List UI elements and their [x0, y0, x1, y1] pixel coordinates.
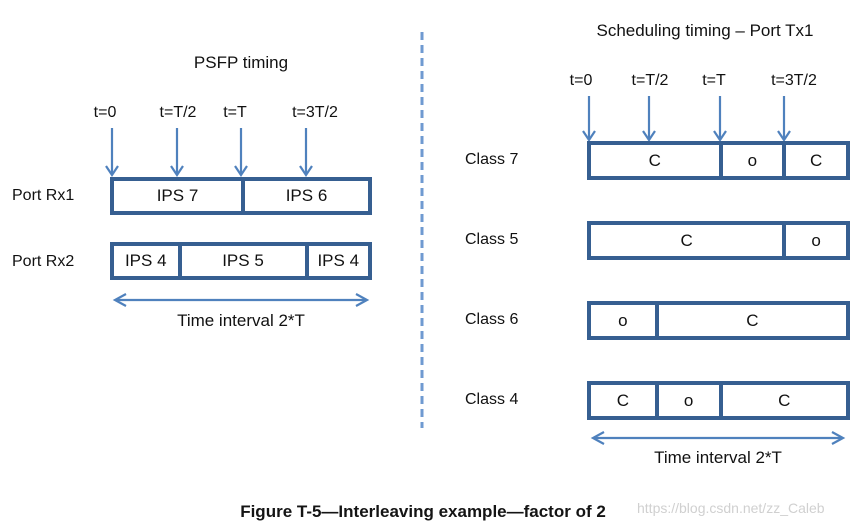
port-rx1-timeline: IPS 7 IPS 6	[110, 177, 372, 215]
timeline-cell: IPS 4	[304, 246, 369, 276]
cell-label: IPS 4	[317, 251, 360, 270]
time-arrow-down-icon	[642, 96, 656, 142]
time-label-t: t=T	[223, 104, 247, 121]
class6-timeline: o C	[587, 301, 850, 340]
timeline-cell: IPS 5	[177, 246, 305, 276]
time-arrow-down-icon	[582, 96, 596, 142]
cell-label: IPS 4	[124, 251, 167, 270]
figure-caption: Figure T-5—Interleaving example—factor o…	[240, 502, 606, 521]
scheduling-timing-title: Scheduling timing – Port Tx1	[596, 21, 814, 40]
time-arrow-down-icon	[105, 128, 119, 177]
timeline-cell: C	[591, 145, 719, 176]
time-arrow-down-icon	[170, 128, 184, 177]
cell-label: o	[747, 150, 758, 170]
timeline-cell: o	[782, 225, 846, 256]
left-interval-label: Time interval 2*T	[177, 311, 305, 330]
class7-timeline: C o C	[587, 141, 850, 180]
timeline-cell: o	[591, 305, 655, 336]
psfp-timing-title: PSFP timing	[193, 53, 289, 72]
cell-label: C	[680, 230, 693, 250]
timeline-cell: IPS 4	[114, 246, 178, 276]
time-label-3t-half: t=3T/2	[771, 72, 817, 89]
time-arrow-down-icon	[713, 96, 727, 142]
time-label-t0: t=0	[93, 104, 117, 121]
timeline-cell: C	[782, 145, 846, 176]
class5-label: Class 5	[465, 231, 519, 248]
timeline-cell: o	[718, 145, 783, 176]
watermark-text: https://blog.csdn.net/zz_Caleb	[637, 500, 825, 516]
class4-label: Class 4	[465, 391, 519, 408]
timeline-cell: C	[718, 385, 847, 416]
class6-label: Class 6	[465, 311, 519, 328]
class7-label: Class 7	[465, 151, 519, 168]
cell-label: o	[618, 310, 628, 330]
timeline-cell: C	[591, 385, 655, 416]
interval-double-arrow-icon	[112, 293, 370, 307]
time-arrow-down-icon	[777, 96, 791, 142]
cell-label: IPS 7	[156, 186, 199, 205]
right-interval-label: Time interval 2*T	[654, 448, 782, 467]
port-rx2-label: Port Rx2	[12, 253, 75, 270]
timeline-cell: IPS 6	[241, 181, 368, 211]
time-label-t-half: t=T/2	[631, 72, 669, 89]
cell-label: C	[809, 150, 823, 170]
timeline-cell: o	[654, 385, 719, 416]
cell-label: o	[683, 390, 694, 410]
timeline-cell: IPS 7	[114, 181, 241, 211]
port-rx2-timeline: IPS 4 IPS 5 IPS 4	[110, 242, 372, 280]
timeline-cell: C	[654, 305, 846, 336]
cell-label: C	[746, 310, 759, 330]
interval-double-arrow-icon	[590, 431, 846, 445]
cell-label: C	[778, 390, 791, 410]
time-arrow-down-icon	[234, 128, 248, 177]
cell-label: C	[648, 150, 661, 170]
class5-timeline: C o	[587, 221, 850, 260]
time-label-t: t=T	[702, 72, 726, 89]
time-label-t-half: t=T/2	[159, 104, 197, 121]
port-rx1-label: Port Rx1	[12, 187, 75, 204]
dashed-divider-line	[420, 32, 424, 428]
cell-label: IPS 6	[285, 186, 328, 205]
cell-label: o	[811, 230, 821, 250]
time-label-3t-half: t=3T/2	[292, 104, 338, 121]
time-arrow-down-icon	[299, 128, 313, 177]
timeline-cell: C	[591, 225, 782, 256]
cell-label: C	[616, 390, 630, 410]
time-label-t0: t=0	[569, 72, 593, 89]
cell-label: IPS 5	[222, 251, 264, 270]
class4-timeline: C o C	[587, 381, 850, 420]
